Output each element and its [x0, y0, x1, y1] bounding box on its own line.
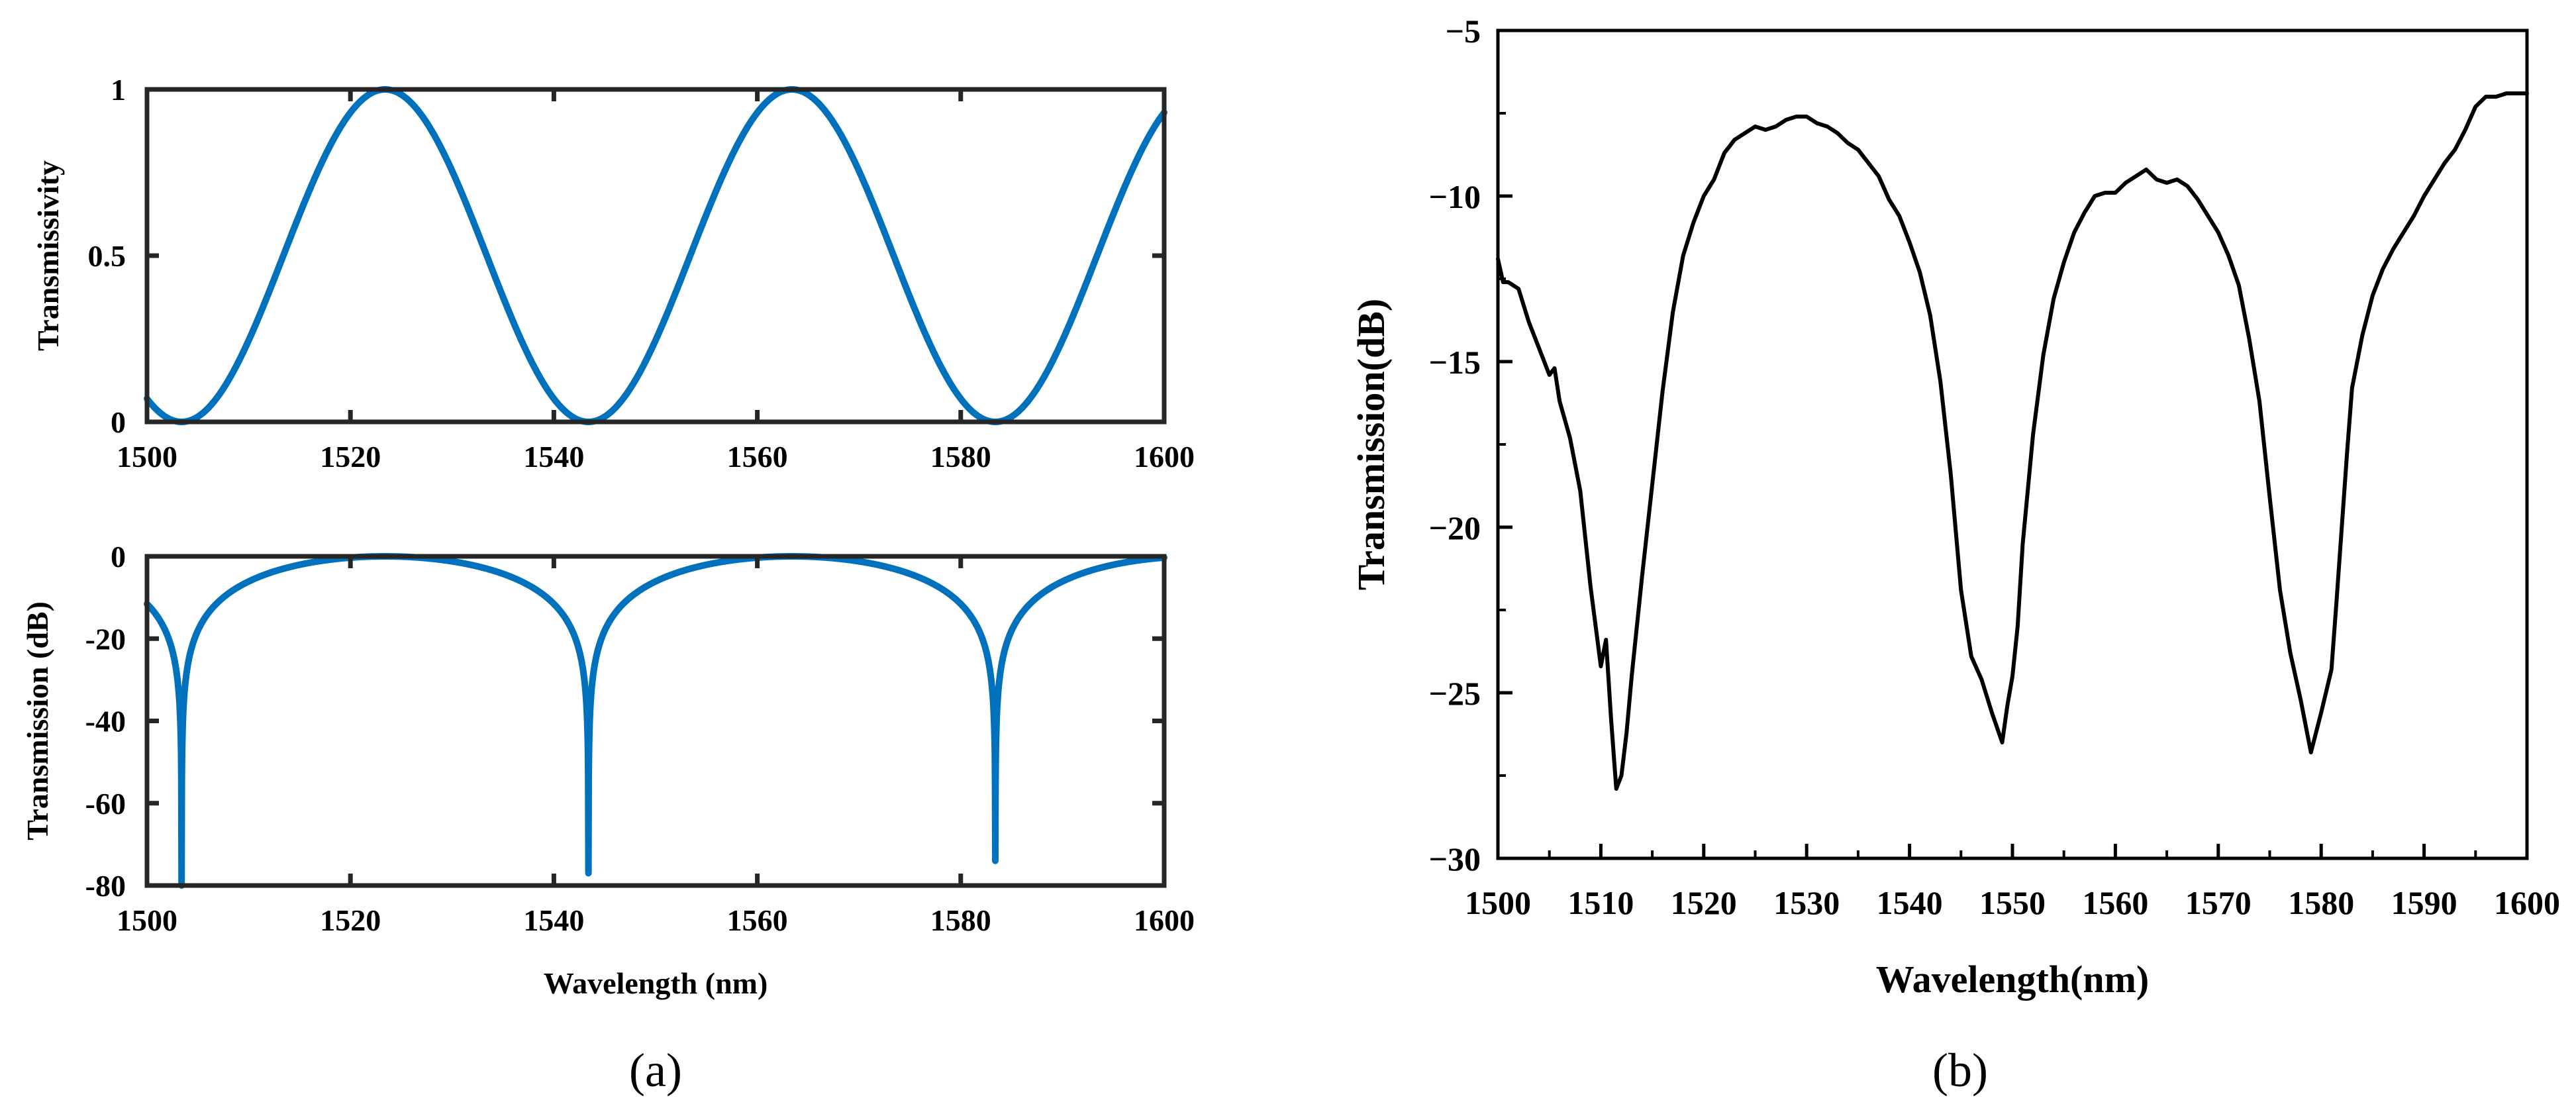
y-tick-label: -80 [85, 869, 126, 903]
x-tick-label: 1560 [727, 903, 788, 937]
plot-frame [144, 87, 1167, 425]
transmissivity-series-line [144, 86, 1167, 425]
y-tick-label: -40 [85, 705, 126, 738]
x-tick-label: 1590 [2391, 884, 2457, 921]
y-tick-label: −20 [1429, 509, 1481, 546]
y-tick-label: −25 [1429, 675, 1481, 712]
x-tick-label: 1510 [1567, 884, 1634, 921]
x-tick-label: 1500 [117, 903, 177, 937]
tick-labels: 1500 1520 1540 1560 1580 1600 0 0.5 1 [88, 73, 1195, 474]
x-tick-label: 1550 [1979, 884, 2046, 921]
y-tick-label: -20 [85, 622, 126, 656]
x-tick-label: 1600 [2494, 884, 2560, 921]
plot-frame [1496, 28, 2529, 860]
panel-a-top-chart: 1500 1520 1540 1560 1580 1600 0 0.5 1 Transmissi… [31, 73, 1195, 474]
x-tick-label: 1560 [727, 440, 788, 474]
y-tick-label: −10 [1429, 178, 1481, 215]
measured-series-line [1496, 91, 2529, 791]
x-tick-label: 1520 [320, 440, 381, 474]
y-axis-title: Transmission(dB) [1350, 299, 1393, 590]
panel-label-b: (b) [1932, 1044, 1988, 1097]
y-tick-label: 0.5 [88, 239, 126, 273]
panel-label-a: (a) [629, 1044, 682, 1097]
x-tick-label: 1580 [2288, 884, 2354, 921]
y-tick-label: −15 [1429, 344, 1481, 381]
x-tick-label: 1580 [930, 903, 991, 937]
x-axis-title: Wavelength (nm) [544, 966, 768, 1000]
panel-a-bottom-chart: 1500 1520 1540 1560 1580 1600 -80 -60 -40 -20 0 Tr… [21, 540, 1195, 1000]
tick-labels: 1500 1520 1540 1560 1580 1600 -80 -60 -40 -20 0 [85, 540, 1195, 937]
panel-b-chart: 1500 1510 1520 1530 1540 1550 1560 1570 1580 1590… [1350, 13, 2560, 1001]
y-tick-label: −30 [1429, 840, 1481, 878]
x-tick-label: 1500 [1465, 884, 1531, 921]
x-axis-title: Wavelength(nm) [1876, 958, 2149, 1001]
tick-marks [1496, 28, 2529, 860]
y-axis-title: Transmission (dB) [21, 601, 54, 840]
y-tick-label: 1 [111, 73, 126, 107]
x-tick-label: 1560 [2082, 884, 2148, 921]
x-tick-label: 1540 [1877, 884, 1943, 921]
x-tick-label: 1520 [1671, 884, 1737, 921]
tick-labels: 1500 1510 1520 1530 1540 1550 1560 1570 1580 1590… [1429, 13, 2561, 921]
x-tick-label: 1580 [930, 440, 991, 474]
y-tick-label: −5 [1446, 13, 1481, 50]
y-tick-label: 0 [111, 405, 126, 439]
x-tick-label: 1520 [320, 903, 381, 937]
x-tick-label: 1540 [523, 903, 584, 937]
x-tick-label: 1540 [523, 440, 584, 474]
x-tick-label: 1600 [1134, 903, 1195, 937]
x-tick-label: 1500 [117, 440, 177, 474]
plot-frame [144, 554, 1167, 888]
tick-marks [144, 87, 1167, 425]
y-axis-title: Transmissivity [31, 160, 65, 351]
tick-marks [144, 554, 1167, 888]
x-tick-label: 1530 [1773, 884, 1840, 921]
y-tick-label: -60 [85, 787, 126, 821]
y-tick-label: 0 [111, 540, 126, 574]
x-tick-label: 1600 [1134, 440, 1195, 474]
transmission-db-series-line [144, 553, 1167, 889]
x-tick-label: 1570 [2185, 884, 2252, 921]
